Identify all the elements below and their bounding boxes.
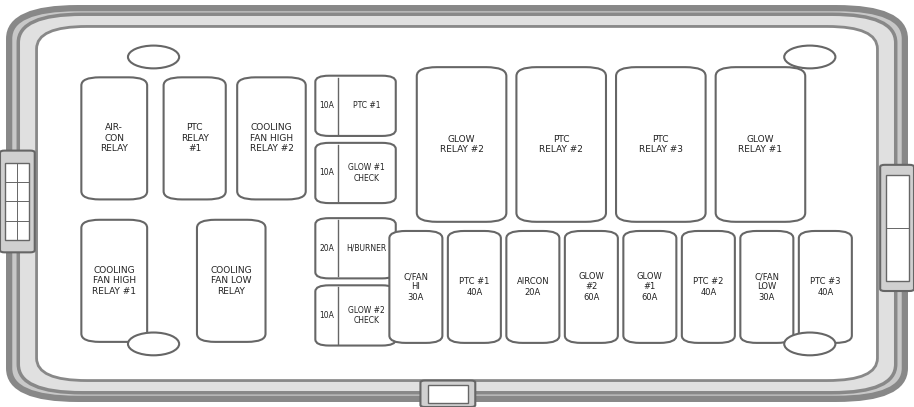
Circle shape <box>784 333 835 355</box>
FancyBboxPatch shape <box>448 231 501 343</box>
FancyBboxPatch shape <box>565 231 618 343</box>
FancyBboxPatch shape <box>417 67 506 222</box>
Text: 20A: 20A <box>319 244 334 253</box>
FancyBboxPatch shape <box>0 151 35 252</box>
FancyBboxPatch shape <box>420 381 475 407</box>
Text: 10A: 10A <box>319 168 334 177</box>
Text: PTC
RELAY
#1: PTC RELAY #1 <box>181 123 208 153</box>
FancyBboxPatch shape <box>315 285 396 346</box>
FancyBboxPatch shape <box>81 77 147 199</box>
Text: PTC
RELAY #2: PTC RELAY #2 <box>539 135 583 154</box>
FancyBboxPatch shape <box>389 231 442 343</box>
Text: GLOW
#1
60A: GLOW #1 60A <box>637 272 663 302</box>
Text: 10A: 10A <box>319 101 334 110</box>
Bar <box>428 385 468 403</box>
Text: COOLING
FAN HIGH
RELAY #1: COOLING FAN HIGH RELAY #1 <box>92 266 136 296</box>
FancyBboxPatch shape <box>238 77 305 199</box>
Text: AIR-
CON
RELAY: AIR- CON RELAY <box>101 123 128 153</box>
Text: C/FAN
HI
30A: C/FAN HI 30A <box>403 272 429 302</box>
Text: GLOW
#2
60A: GLOW #2 60A <box>579 272 604 302</box>
Text: H/BURNER: H/BURNER <box>346 244 387 253</box>
FancyBboxPatch shape <box>623 231 676 343</box>
Text: AIRCON
20A: AIRCON 20A <box>516 277 549 297</box>
Text: C/FAN
LOW
30A: C/FAN LOW 30A <box>754 272 780 302</box>
FancyBboxPatch shape <box>880 165 914 291</box>
Bar <box>5 163 29 240</box>
FancyBboxPatch shape <box>799 231 852 343</box>
Circle shape <box>128 333 179 355</box>
Circle shape <box>128 46 179 68</box>
FancyBboxPatch shape <box>516 67 606 222</box>
Text: GLOW #1
CHECK: GLOW #1 CHECK <box>348 163 385 183</box>
FancyBboxPatch shape <box>315 218 396 278</box>
FancyBboxPatch shape <box>315 143 396 203</box>
Circle shape <box>784 46 835 68</box>
Text: GLOW
RELAY #2: GLOW RELAY #2 <box>440 135 484 154</box>
Text: GLOW #2
CHECK: GLOW #2 CHECK <box>348 306 385 325</box>
FancyBboxPatch shape <box>315 76 396 136</box>
FancyBboxPatch shape <box>197 220 265 342</box>
Text: COOLING
FAN HIGH
RELAY #2: COOLING FAN HIGH RELAY #2 <box>250 123 293 153</box>
FancyBboxPatch shape <box>37 26 877 381</box>
Text: PTC #2
40A: PTC #2 40A <box>693 277 724 297</box>
Bar <box>886 175 909 281</box>
Text: GLOW
RELAY #1: GLOW RELAY #1 <box>739 135 782 154</box>
FancyBboxPatch shape <box>506 231 559 343</box>
FancyBboxPatch shape <box>81 220 147 342</box>
FancyBboxPatch shape <box>616 67 706 222</box>
FancyBboxPatch shape <box>682 231 735 343</box>
Text: 10A: 10A <box>319 311 334 320</box>
FancyBboxPatch shape <box>716 67 805 222</box>
FancyBboxPatch shape <box>164 77 226 199</box>
FancyBboxPatch shape <box>18 14 896 393</box>
Text: COOLING
FAN LOW
RELAY: COOLING FAN LOW RELAY <box>210 266 252 296</box>
FancyBboxPatch shape <box>740 231 793 343</box>
Text: PTC #1: PTC #1 <box>353 101 380 110</box>
FancyBboxPatch shape <box>9 8 905 399</box>
Text: PTC
RELAY #3: PTC RELAY #3 <box>639 135 683 154</box>
Text: PTC #3
40A: PTC #3 40A <box>810 277 841 297</box>
Text: PTC #1
40A: PTC #1 40A <box>459 277 490 297</box>
